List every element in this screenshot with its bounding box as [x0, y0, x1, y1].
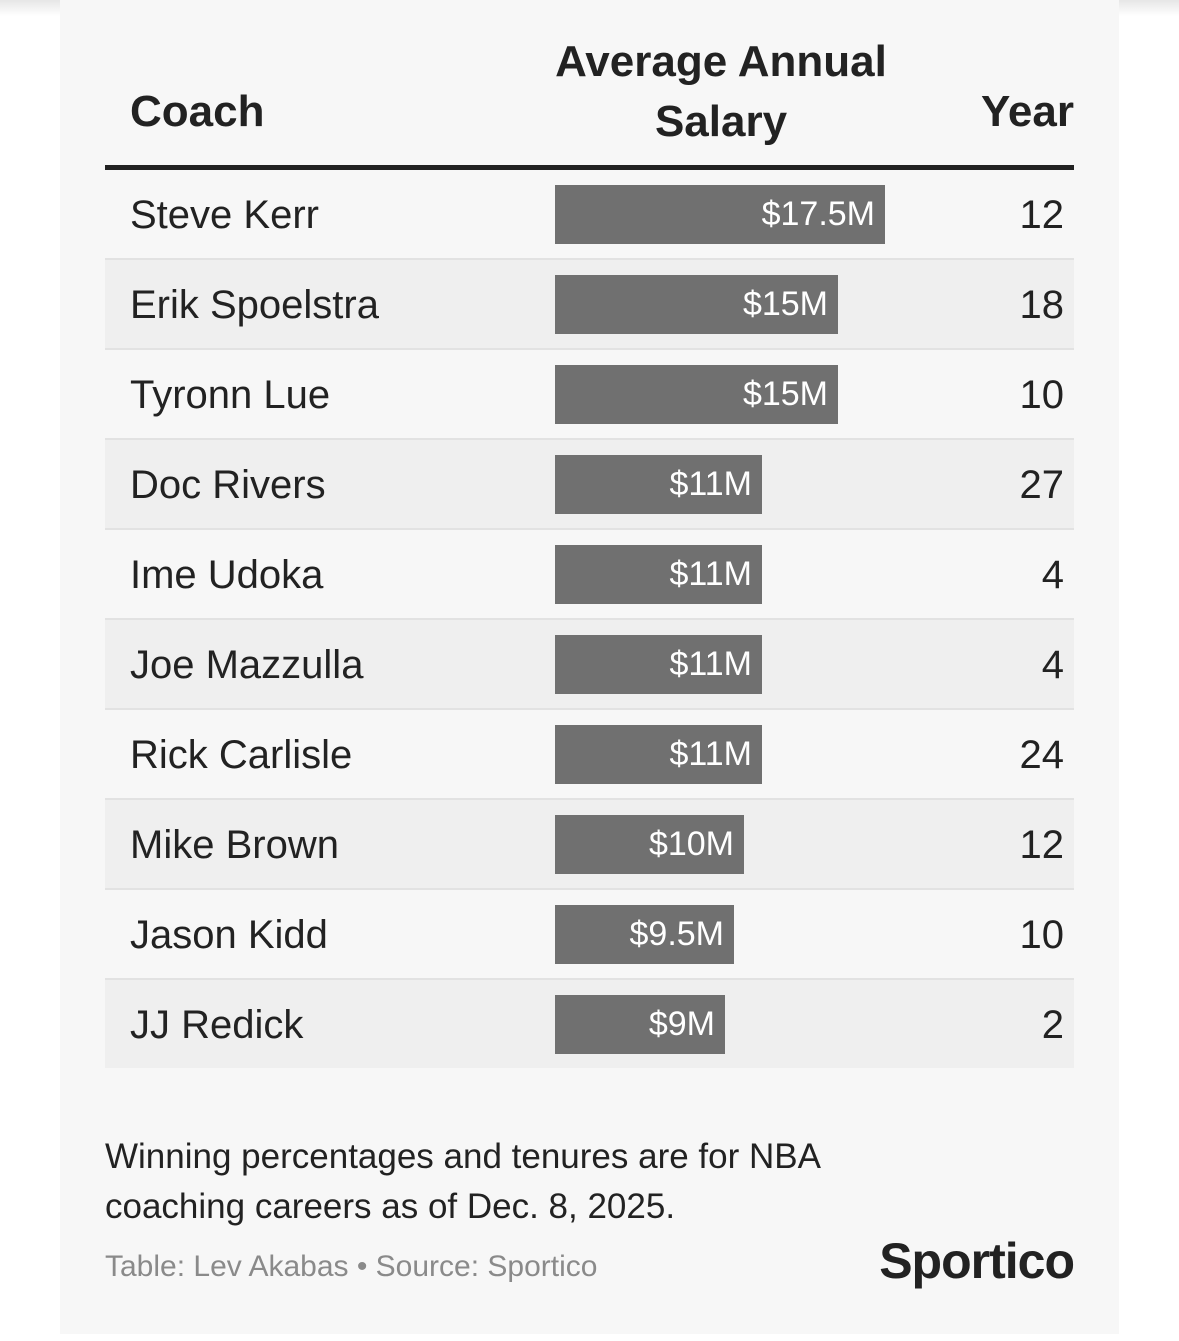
salary-bar: $17.5M: [555, 185, 885, 244]
table-row: Steve Kerr $17.5M 12: [105, 170, 1074, 260]
years-value: 24: [1019, 733, 1065, 777]
table-row: Rick Carlisle $11M 24: [105, 710, 1074, 800]
coach-name: Tyronn Lue: [130, 373, 331, 417]
years-value: 2: [1041, 1003, 1064, 1047]
years-value: 4: [1041, 553, 1064, 597]
table-row: Tyronn Lue $15M 10: [105, 350, 1074, 440]
salary-bar: $11M: [555, 725, 762, 784]
salary-bar: $10M: [555, 815, 744, 874]
coach-name: Erik Spoelstra: [130, 283, 379, 327]
table-row: Erik Spoelstra $15M 18: [105, 260, 1074, 350]
header-year: Year: [981, 90, 1074, 134]
coach-name: Ime Udoka: [130, 553, 324, 597]
coach-name: Rick Carlisle: [130, 733, 353, 777]
salary-bar: $15M: [555, 275, 838, 334]
salary-bar: $11M: [555, 455, 762, 514]
years-value: 10: [1019, 913, 1065, 957]
years-value: 12: [1019, 193, 1065, 237]
years-value: 4: [1041, 643, 1064, 687]
table-row: Mike Brown $10M 12: [105, 800, 1074, 890]
header-rule: [105, 165, 1074, 170]
header-salary: Average Annual Salary: [555, 37, 887, 146]
years-value: 18: [1019, 283, 1065, 327]
header-coach: Coach: [130, 87, 265, 136]
years-value: 12: [1019, 823, 1065, 867]
footnote: Winning percentages and tenures are for …: [105, 1137, 820, 1226]
table-row: Joe Mazzulla $11M 4: [105, 620, 1074, 710]
coach-name: Mike Brown: [130, 823, 339, 867]
salary-bar: $9M: [555, 995, 725, 1054]
credit-line: Table: Lev Akabas • Source: Sportico: [105, 1250, 598, 1283]
coach-name: Steve Kerr: [130, 193, 319, 237]
coach-name: Joe Mazzulla: [130, 643, 364, 687]
years-value: 10: [1019, 373, 1065, 417]
years-value: 27: [1019, 463, 1065, 507]
coach-name: Jason Kidd: [130, 913, 328, 957]
table-row: JJ Redick $9M 2: [105, 980, 1074, 1068]
sportico-logo: Sportico: [879, 1233, 1075, 1289]
table-row: Ime Udoka $11M 4: [105, 530, 1074, 620]
salary-bar: $11M: [555, 635, 762, 694]
coach-name: JJ Redick: [130, 1003, 304, 1047]
table-body: Steve Kerr $17.5M 12 Erik Spoelstra $15M 18 Ty…: [105, 170, 1074, 1068]
table-row: Jason Kidd $9.5M 10: [105, 890, 1074, 980]
salary-bar: $15M: [555, 365, 838, 424]
coach-name: Doc Rivers: [130, 463, 326, 507]
salary-bar: $9.5M: [555, 905, 734, 964]
salary-bar: $11M: [555, 545, 762, 604]
table-row: Doc Rivers $11M 27: [105, 440, 1074, 530]
